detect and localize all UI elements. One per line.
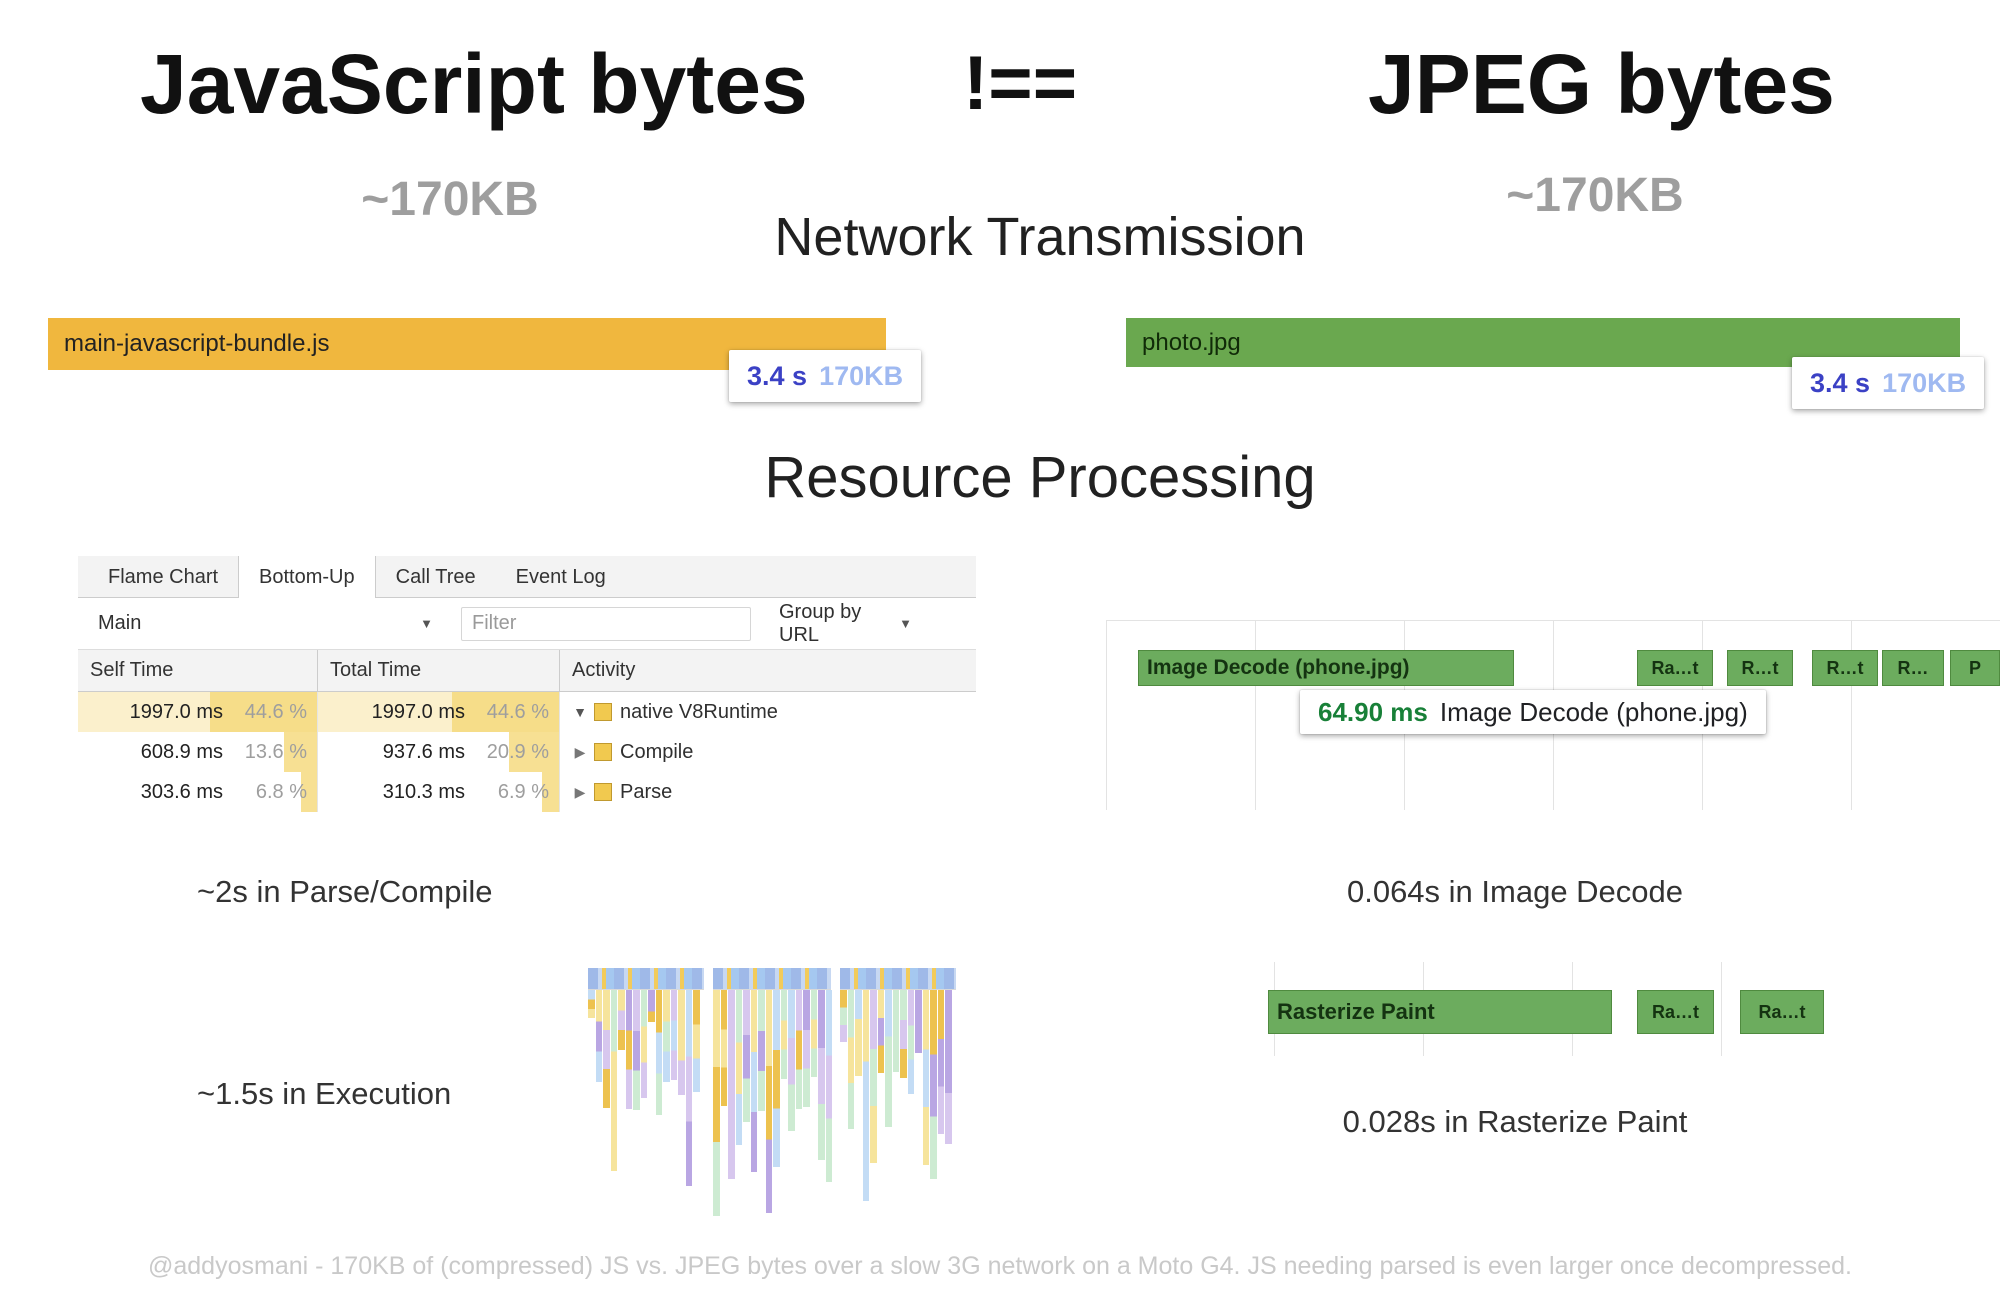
self-time-bar — [210, 692, 317, 732]
self-time-value: 303.6 ms — [140, 780, 223, 803]
activity-color-swatch — [594, 783, 612, 801]
column-header-self-time[interactable]: Self Time — [78, 650, 318, 691]
table-row[interactable]: 608.9 ms 13.6 % 937.6 ms 20.9 % ▶ Compil… — [78, 732, 976, 772]
jpeg-network-bar-label: photo.jpg — [1142, 328, 1241, 356]
decode-segment[interactable]: Ra…t — [1637, 650, 1713, 686]
caret-collapsed-icon[interactable]: ▶ — [574, 743, 586, 760]
decode-segment[interactable]: R…t — [1812, 650, 1878, 686]
devtools-panel: Flame Chart Bottom-Up Call Tree Event Lo… — [78, 556, 976, 812]
chevron-down-icon: ▼ — [899, 616, 912, 631]
activity-label: Compile — [620, 740, 694, 763]
jpeg-tooltip-size: 170KB — [1882, 367, 1967, 398]
total-time-percent: 6.9 % — [497, 780, 549, 803]
network-transmission-heading: Network Transmission — [774, 207, 1306, 267]
raster-segment[interactable]: Ra…t — [1637, 990, 1714, 1034]
decode-tooltip-label: Image Decode (phone.jpg) — [1439, 696, 1748, 727]
table-header: Self Time Total Time Activity — [78, 650, 976, 692]
devtools-toolbar: Main ▼ Group by URL ▼ — [78, 598, 976, 650]
total-time-bar — [452, 692, 559, 732]
table-row[interactable]: 1997.0 ms 44.6 % 1997.0 ms 44.6 % ▼ nati… — [78, 692, 976, 732]
resource-processing-heading: Resource Processing — [764, 445, 1316, 510]
js-network-bar-label: main-javascript-bundle.js — [64, 330, 330, 357]
self-time-bar — [284, 732, 317, 772]
js-network-tooltip: 3.4 s 170KB — [729, 350, 922, 402]
activity-label: Parse — [620, 780, 673, 803]
js-tooltip-time: 3.4 s — [747, 360, 808, 391]
title-javascript-bytes: JavaScript bytes — [140, 37, 808, 131]
activity-label: native V8Runtime — [620, 700, 778, 723]
total-time-percent: 44.6 % — [486, 700, 549, 723]
total-time-bar — [542, 772, 559, 812]
total-time-value: 310.3 ms — [382, 780, 465, 803]
tab-event-log[interactable]: Event Log — [515, 566, 606, 588]
attribution-footer: @addyosmani - 170KB of (compressed) JS v… — [148, 1252, 1852, 1280]
image-decode-tooltip: 64.90 ms Image Decode (phone.jpg) — [1300, 690, 1766, 734]
tab-call-tree[interactable]: Call Tree — [395, 566, 476, 588]
execution-caption: ~1.5s in Execution — [197, 1076, 452, 1111]
total-time-value: 1997.0 ms — [371, 700, 465, 723]
devtools-tab-bar: Flame Chart Bottom-Up Call Tree Event Lo… — [78, 556, 976, 598]
decode-segment[interactable]: P — [1950, 650, 2000, 686]
decode-segment[interactable]: R… — [1882, 650, 1944, 686]
chevron-down-icon: ▼ — [420, 616, 433, 631]
activity-color-swatch — [594, 743, 612, 761]
column-header-activity[interactable]: Activity — [572, 659, 636, 681]
thread-select[interactable]: Main ▼ — [98, 612, 433, 635]
total-time-bar — [509, 732, 559, 772]
self-time-percent: 13.6 % — [244, 740, 307, 763]
tab-flame-chart[interactable]: Flame Chart — [108, 566, 219, 588]
caret-collapsed-icon[interactable]: ▶ — [574, 783, 586, 800]
caret-expanded-icon[interactable]: ▼ — [573, 704, 587, 720]
jpeg-tooltip-time: 3.4 s — [1810, 367, 1871, 398]
flame-chart-thumbnail — [588, 968, 958, 1216]
self-time-bar — [301, 772, 317, 812]
decode-tooltip-time: 64.90 ms — [1318, 696, 1428, 727]
self-time-percent: 44.6 % — [244, 700, 307, 723]
jpeg-size-label: ~170KB — [1506, 169, 1684, 222]
not-equal-operator: !== — [963, 41, 1078, 126]
raster-segment[interactable]: Ra…t — [1740, 990, 1824, 1034]
total-time-percent: 20.9 % — [486, 740, 549, 763]
group-by-select[interactable]: Group by URL ▼ — [779, 601, 956, 647]
image-decode-segment[interactable]: Image Decode (phone.jpg) — [1138, 650, 1514, 686]
thread-select-value: Main — [98, 612, 142, 634]
jpeg-network-tooltip: 3.4 s 170KB — [1792, 357, 1985, 409]
column-header-total-time[interactable]: Total Time — [318, 650, 560, 691]
decode-segment[interactable]: R…t — [1727, 650, 1793, 686]
activity-color-swatch — [594, 703, 612, 721]
js-size-label: ~170KB — [361, 173, 539, 226]
group-by-select-value: Group by URL — [779, 600, 862, 646]
filter-input[interactable] — [461, 606, 751, 641]
total-time-value: 937.6 ms — [382, 740, 465, 763]
self-time-value: 1997.0 ms — [129, 700, 223, 723]
self-time-percent: 6.8 % — [255, 780, 307, 803]
title-jpeg-bytes: JPEG bytes — [1368, 37, 1835, 131]
rasterize-caption: 0.028s in Rasterize Paint — [1342, 1104, 1688, 1139]
rasterize-paint-segment[interactable]: Rasterize Paint — [1268, 990, 1612, 1034]
js-tooltip-size: 170KB — [819, 360, 904, 391]
self-time-value: 608.9 ms — [140, 740, 223, 763]
tab-bottom-up[interactable]: Bottom-Up — [238, 556, 376, 598]
table-row[interactable]: 303.6 ms 6.8 % 310.3 ms 6.9 % ▶ Parse — [78, 772, 976, 812]
parse-compile-caption: ~2s in Parse/Compile — [197, 874, 493, 909]
image-decode-caption: 0.064s in Image Decode — [1346, 874, 1684, 909]
